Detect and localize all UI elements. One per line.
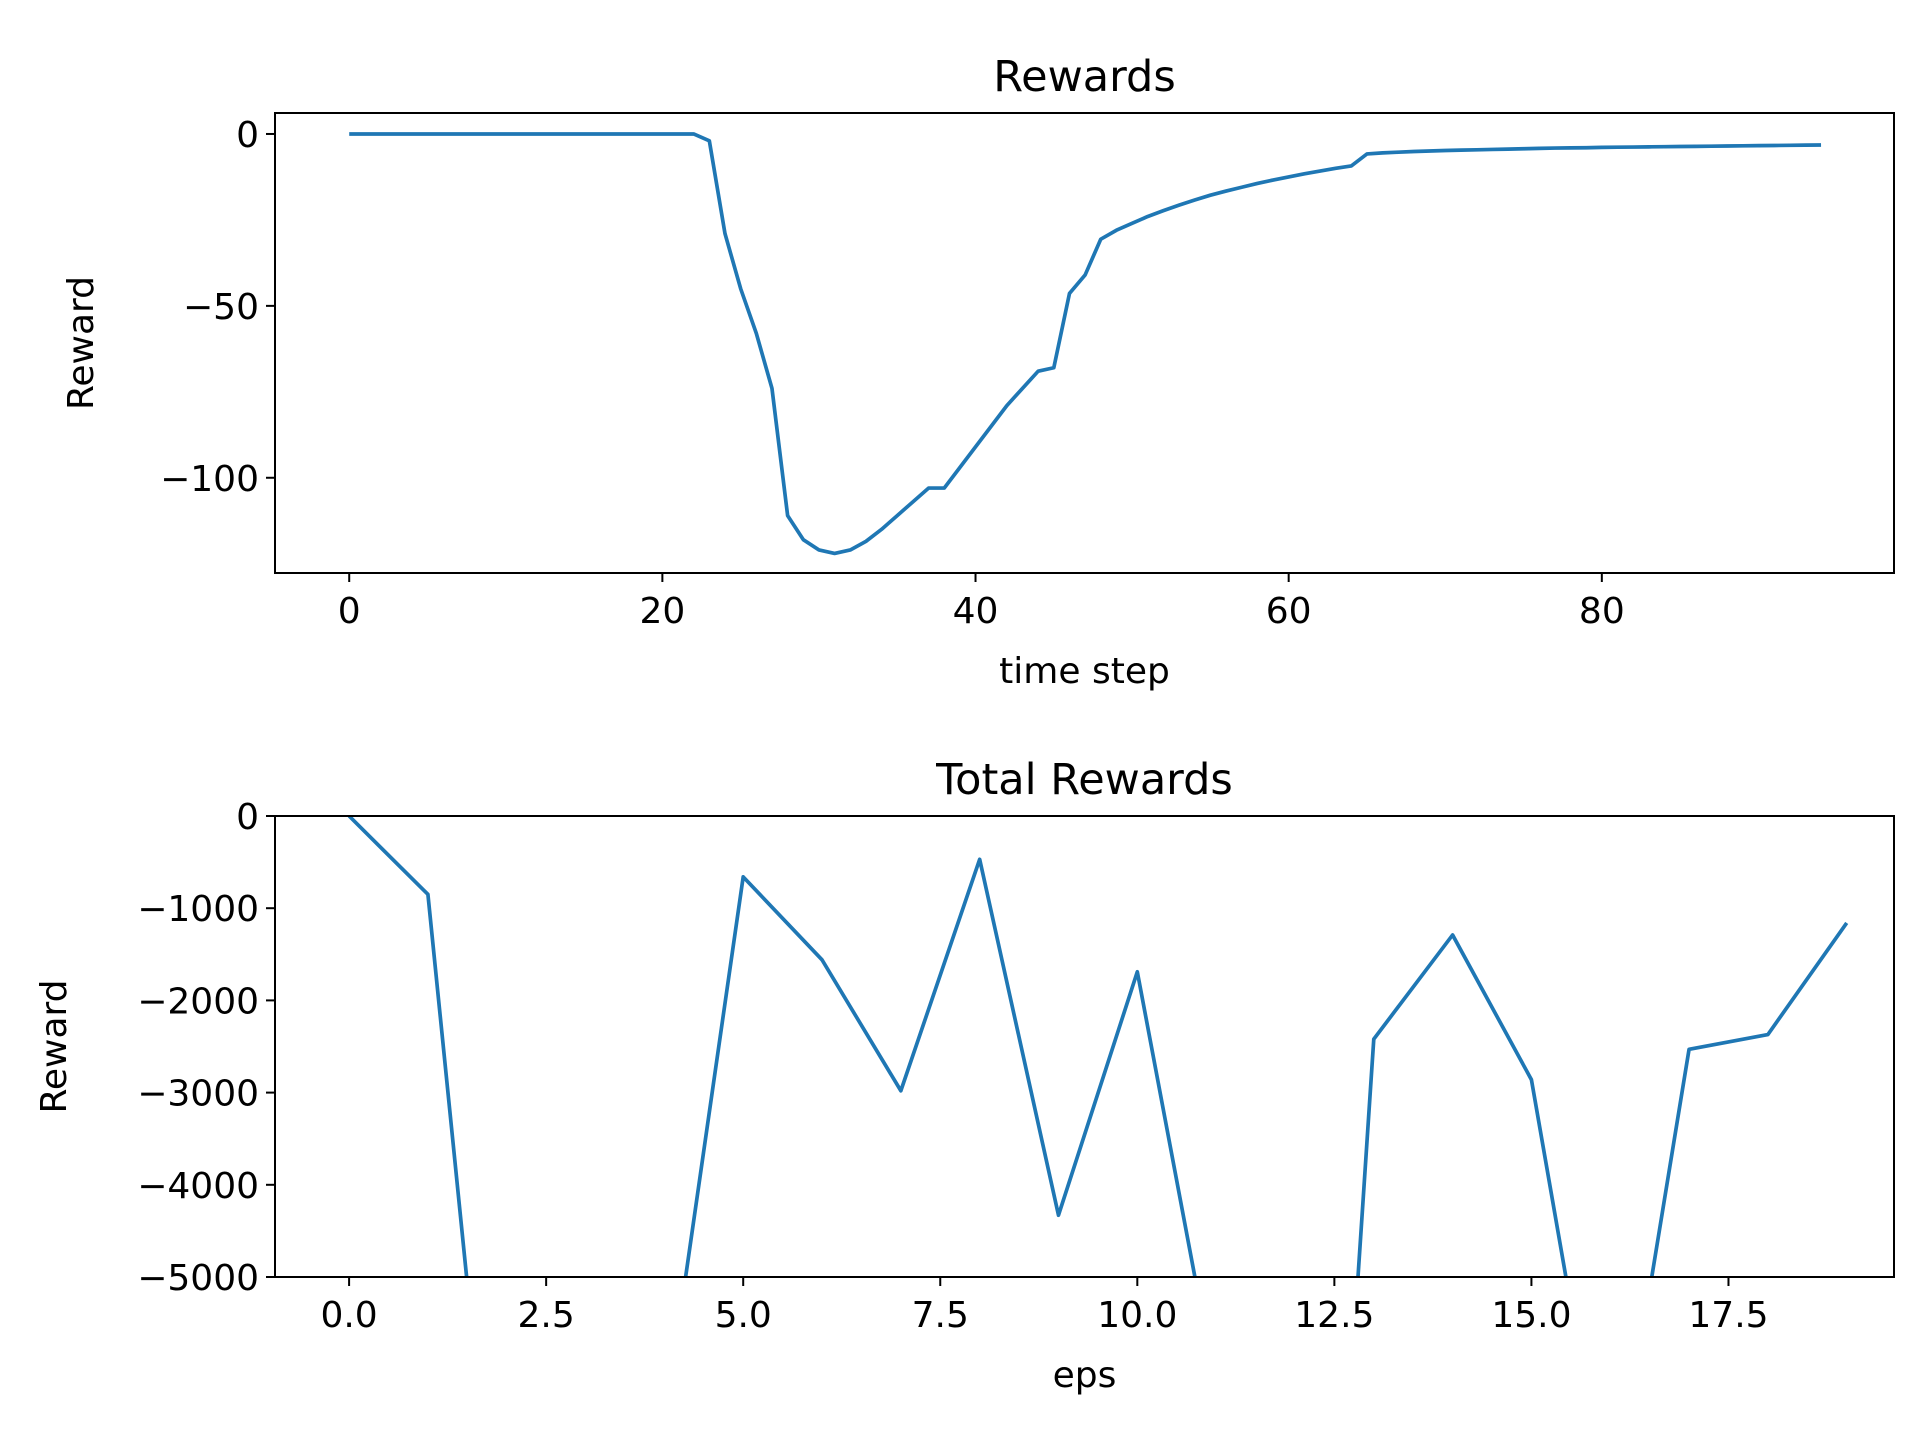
chart-title: Rewards	[993, 52, 1176, 102]
subplot: Rewards 0 20 40 60 80 −100 −50 0 time step Reward	[61, 52, 1625, 692]
x-tick-label: 0	[338, 591, 361, 632]
x-axis-label: time step	[999, 651, 1170, 692]
data-line	[349, 132, 1822, 556]
x-tick-label: 40	[953, 591, 999, 632]
x-tick-label: 60	[1266, 591, 1312, 632]
x-tick-label: 2.5	[518, 1295, 575, 1336]
x-tick-label: 12.5	[1294, 1295, 1374, 1336]
x-axis-label: eps	[1053, 1355, 1117, 1396]
y-tick-label: −4000	[137, 1166, 259, 1207]
x-tick-label: 5.0	[715, 1295, 772, 1336]
x-tick-label: 10.0	[1097, 1295, 1177, 1336]
y-tick-label: −5000	[137, 1258, 259, 1299]
x-tick-label: 20	[639, 591, 685, 632]
y-tick-label: −2000	[137, 981, 259, 1022]
plot-frame	[274, 112, 1895, 574]
chart-title: Total Rewards	[935, 755, 1233, 805]
y-tick-label: −1000	[137, 889, 259, 930]
y-tick-label: −50	[183, 287, 259, 328]
y-tick-label: −100	[160, 459, 259, 500]
y-tick-label: 0	[236, 115, 259, 156]
y-axis-label: Reward	[61, 276, 102, 410]
y-tick-label: −3000	[137, 1074, 259, 1115]
subplot: Total Rewards 0.0 2.5 5.0 7.5 10.0 12.5 15.0 17.…	[34, 755, 1769, 1396]
y-tick-label: 0	[236, 797, 259, 838]
x-tick-label: 7.5	[912, 1295, 969, 1336]
x-tick-label: 17.5	[1688, 1295, 1768, 1336]
data-line	[347, 816, 1849, 1277]
y-axis-label: Reward	[34, 979, 75, 1113]
x-tick-label: 15.0	[1491, 1295, 1571, 1336]
x-tick-label: 0.0	[320, 1295, 377, 1336]
plot-frame	[274, 815, 1895, 1278]
x-tick-label: 80	[1579, 591, 1625, 632]
